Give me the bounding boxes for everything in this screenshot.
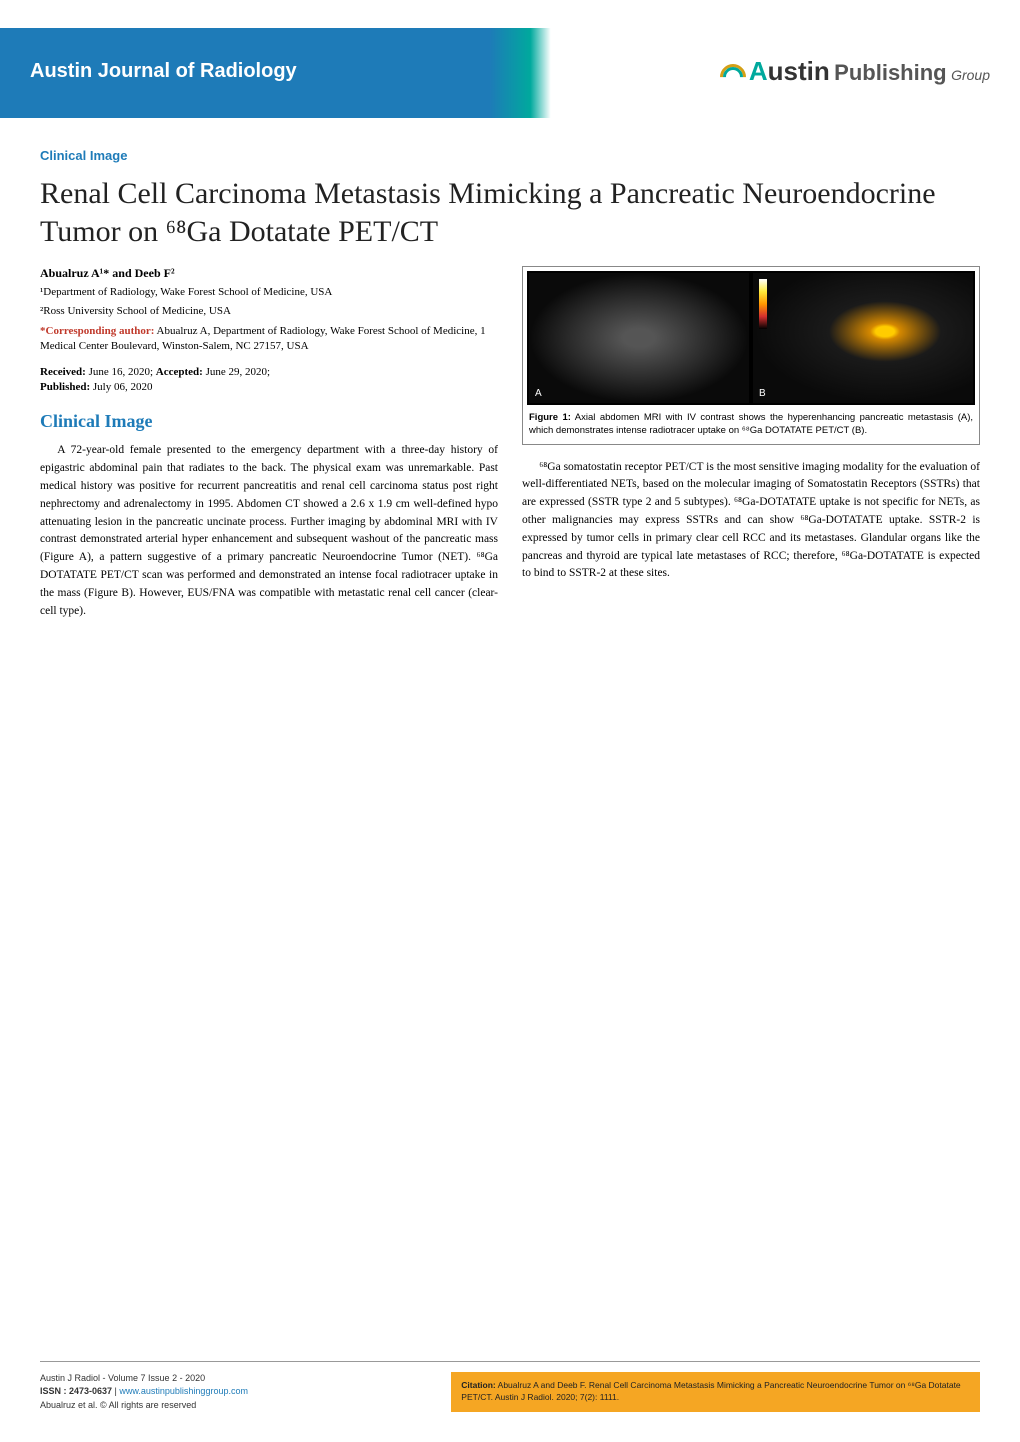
body-paragraph-2: ⁶⁸Ga somatostatin receptor PET/CT is the…	[522, 459, 980, 584]
figure-panel-b: B	[753, 273, 973, 403]
accepted-date: June 29, 2020;	[203, 366, 270, 378]
citation-text: Abualruz A and Deeb F. Renal Cell Carcin…	[461, 1380, 960, 1402]
publisher-swoosh-icon	[720, 64, 744, 88]
figure-caption-text: Axial abdomen MRI with IV contrast shows…	[529, 412, 973, 436]
footer-volume: Austin J Radiol - Volume 7 Issue 2 - 202…	[40, 1372, 431, 1386]
figure-panel-a: A	[529, 273, 749, 403]
panel-a-label: A	[535, 388, 542, 399]
affiliation-1: ¹Department of Radiology, Wake Forest Sc…	[40, 285, 498, 300]
footer: Austin J Radiol - Volume 7 Issue 2 - 202…	[40, 1361, 980, 1413]
article-dates: Received: June 16, 2020; Accepted: June …	[40, 365, 498, 396]
footer-left: Austin J Radiol - Volume 7 Issue 2 - 202…	[40, 1372, 431, 1413]
footer-copyright: Abualruz et al. © All rights are reserve…	[40, 1399, 431, 1413]
two-column-layout: Abualruz A¹* and Deeb F² ¹Department of …	[40, 266, 980, 630]
panel-b-label: B	[759, 388, 766, 399]
published-date: July 06, 2020	[90, 381, 152, 393]
figure-caption-label: Figure 1:	[529, 412, 571, 423]
section-heading: Clinical Image	[40, 411, 498, 432]
header-band: Austin Journal of Radiology Austin Publi…	[0, 28, 1020, 118]
authors: Abualruz A¹* and Deeb F²	[40, 266, 498, 281]
article-content: Clinical Image Renal Cell Carcinoma Meta…	[0, 118, 1020, 650]
colorbar-icon	[759, 279, 767, 329]
right-column: A B Figure 1: Axial abdomen MRI with IV …	[522, 266, 980, 630]
footer-url[interactable]: www.austinpublishinggroup.com	[119, 1386, 248, 1396]
article-type: Clinical Image	[40, 148, 980, 163]
publisher-logo: Austin Publishing Group	[720, 56, 990, 88]
citation-box: Citation: Abualruz A and Deeb F. Renal C…	[451, 1372, 980, 1412]
publisher-group: Group	[951, 67, 990, 83]
article-title: Renal Cell Carcinoma Metastasis Mimickin…	[40, 175, 980, 250]
figure-image-row: A B	[527, 271, 975, 405]
published-label: Published:	[40, 381, 90, 393]
received-label: Received:	[40, 366, 86, 378]
figure-1: A B Figure 1: Axial abdomen MRI with IV …	[522, 266, 980, 445]
figure-caption: Figure 1: Axial abdomen MRI with IV cont…	[527, 411, 975, 440]
publisher-austin: Austin	[749, 56, 830, 86]
corresponding-label: *Corresponding author:	[40, 325, 154, 337]
footer-issn: ISSN : 2473-0637	[40, 1386, 112, 1396]
accepted-label: Accepted:	[156, 366, 203, 378]
publisher-publishing: Publishing	[834, 60, 946, 85]
corresponding-author: *Corresponding author: Abualruz A, Depar…	[40, 324, 498, 355]
received-date: June 16, 2020;	[86, 366, 156, 378]
affiliation-2: ²Ross University School of Medicine, USA	[40, 304, 498, 319]
footer-issn-row: ISSN : 2473-0637 | www.austinpublishingg…	[40, 1385, 431, 1399]
left-column: Abualruz A¹* and Deeb F² ¹Department of …	[40, 266, 498, 630]
citation-label: Citation:	[461, 1380, 495, 1390]
body-paragraph-1: A 72-year-old female presented to the em…	[40, 442, 498, 620]
